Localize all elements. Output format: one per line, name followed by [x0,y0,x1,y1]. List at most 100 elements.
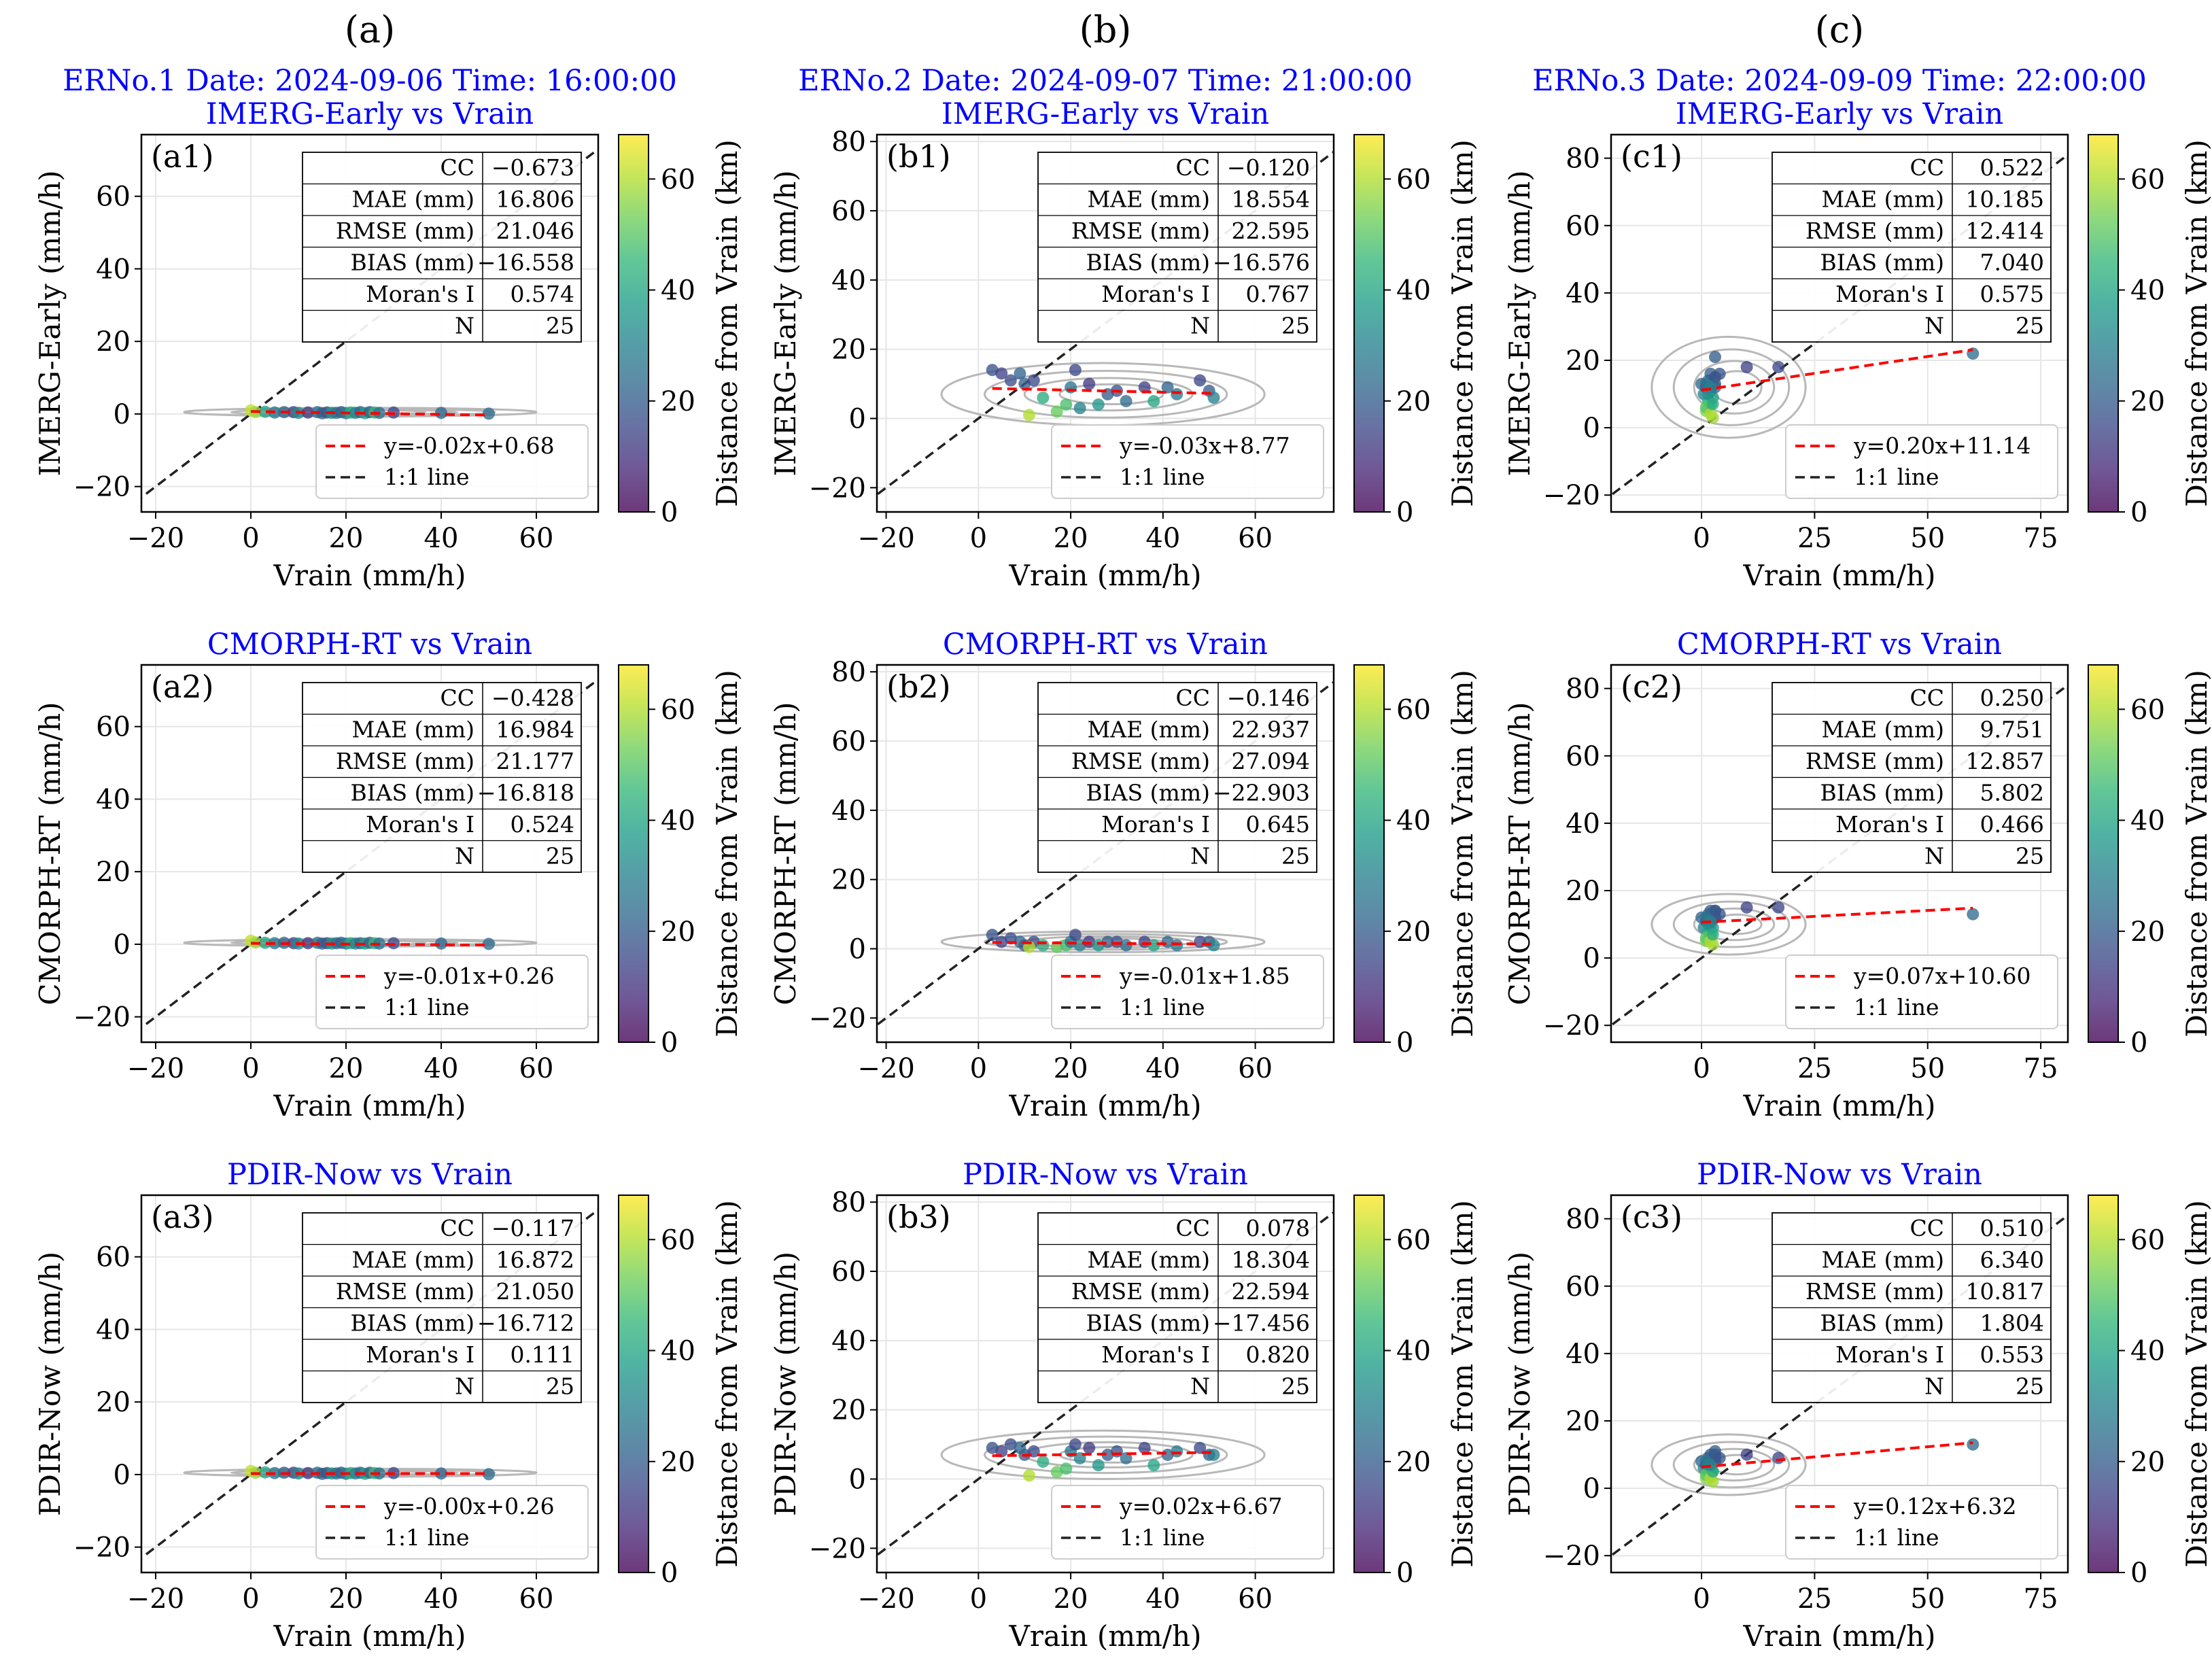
data-point [1161,1448,1174,1461]
y-tick-label: 20 [96,326,131,358]
x-tick-label: 0 [242,1053,259,1084]
x-tick-label: 50 [1910,1053,1945,1084]
data-point [259,936,271,949]
colorbar-label: Distance from Vrain (km) [2180,670,2212,1037]
data-point [1110,935,1123,948]
data-point [1092,398,1105,411]
legend-frame [1785,424,2058,499]
stats-table: CC −0.673 MAE (mm) 16.806 RMSE (mm) 21.046 BIA… [302,152,582,343]
stats-value: −16.576 [1213,250,1310,276]
y-tick-label: 40 [1566,278,1600,309]
stats-value: 10.185 [1966,186,2044,213]
stats-value: 18.554 [1232,186,1310,213]
y-tick-label: 60 [831,726,866,757]
data-point [483,938,495,950]
colorbar-gradient [2088,134,2119,513]
stats-label: MAE (mm) [1087,1247,1210,1273]
data-point [1004,1438,1017,1451]
legend-fit-label: y=0.20x+11.14 [1853,432,2031,459]
y-tick-label: −20 [809,472,866,504]
y-tick-label: −20 [1543,1010,1600,1042]
stats-label: BIAS (mm) [1820,250,1944,276]
stats-label: CC [1176,1215,1211,1241]
colorbar-tick-label: 60 [2130,164,2165,195]
y-axis-label: IMERG-Early (mm/h) [33,170,67,476]
x-tick-label: 75 [2024,1053,2058,1084]
stats-label: BIAS (mm) [1086,250,1210,276]
stats-label: BIAS (mm) [350,1310,474,1337]
kde-contour [983,370,1228,419]
x-axis-label: Vrain (mm/h) [1743,559,1936,592]
column-title: ERNo.1 Date: 2024-09-06 Time: 16:00:00 [63,64,677,98]
kde-contour [1651,1433,1807,1496]
stats-value: 0.767 [1246,281,1310,307]
data-point [1171,939,1183,952]
y-tick-label: 60 [831,196,866,227]
stats-label: N [455,313,474,339]
product-title: IMERG-Early vs Vrain [941,97,1269,131]
x-tick-label: 20 [1054,523,1088,554]
stats-value: 25 [546,313,574,339]
data-point [1709,351,1722,364]
stats-value: −16.558 [477,250,574,276]
panel-b2: CMORPH-RT vs Vrain −20 0 20 40 60 −20 0 20 40 60 80… [769,628,1479,1122]
x-tick-label: 75 [2024,523,2058,554]
x-tick-label: 0 [970,523,987,554]
legend-fit-label: y=-0.02x+0.68 [383,432,555,459]
stats-label: CC [440,154,475,181]
data-point [1069,364,1082,377]
plot-area [141,1208,598,1560]
stats-label: CC [440,685,475,711]
colorbar-tick-label: 0 [2130,1027,2147,1059]
colorbar-gradient [2088,1195,2119,1573]
stats-label: N [1190,843,1210,870]
axes-frame [1610,1194,2069,1574]
colorbar-tick-label: 40 [661,806,695,837]
stats-label: CC [1910,154,1945,181]
stats-label: N [1190,313,1210,339]
colorbar-tick-label: 60 [1396,164,1431,195]
stats-label: MAE (mm) [1821,717,1944,743]
stats-value: −0.120 [1227,154,1310,181]
colorbar-tick-label: 0 [661,1027,678,1059]
y-tick-label: 20 [831,334,866,366]
panel-label: (a3) [151,1199,214,1235]
x-tick-label: 60 [519,1053,554,1084]
colorbar-tick-label: 0 [1396,497,1413,528]
colorbar-tick-label: 0 [661,1558,678,1589]
data-point [1004,374,1017,387]
stats-value: 0.645 [1246,811,1310,838]
y-tick-label: 40 [831,795,866,827]
stats-table: CC 0.510 MAE (mm) 6.340 RMSE (mm) 10.817 BIAS … [1772,1212,2052,1403]
stats-value: 0.574 [511,281,574,307]
kde-contour [1672,348,1791,426]
panel-a3: PDIR-Now vs Vrain −20 0 20 40 60 −20 0 20 40 60 Vra… [33,1158,744,1653]
colorbar-gradient [618,1195,649,1573]
legend-fit-label: y=-0.01x+1.85 [1119,963,1290,989]
y-tick-label: 0 [849,934,866,965]
column-letter: (c) [1815,8,1864,51]
legend: y=-0.02x+0.68 1:1 line [315,424,589,499]
x-tick-label: 50 [1910,523,1945,554]
kde-contour [983,933,1228,951]
axes-frame [876,133,1335,513]
stats-label: CC [1910,1215,1945,1241]
panel-label: (a2) [151,668,214,705]
y-tick-label: 60 [96,1242,131,1273]
stats-value: −17.456 [1213,1310,1310,1337]
data-point [1772,360,1785,373]
y-tick-label: 20 [1566,345,1600,377]
colorbar: 0 20 40 60 Distance from Vrain (km) [618,134,744,528]
colorbar-tick-label: 60 [661,164,695,195]
data-point [1037,939,1050,952]
colorbar-tick-label: 40 [2130,275,2165,307]
panel-label: (c1) [1621,138,1682,175]
axes-frame [140,664,600,1044]
product-title: PDIR-Now vs Vrain [1697,1158,1982,1192]
stats-value: 22.937 [1232,717,1310,743]
data-point [259,1466,271,1479]
x-tick-label: 0 [1693,1053,1710,1084]
y-tick-label: 0 [114,1460,131,1491]
y-tick-label: 60 [831,1256,866,1288]
stats-value: 21.177 [496,748,574,774]
